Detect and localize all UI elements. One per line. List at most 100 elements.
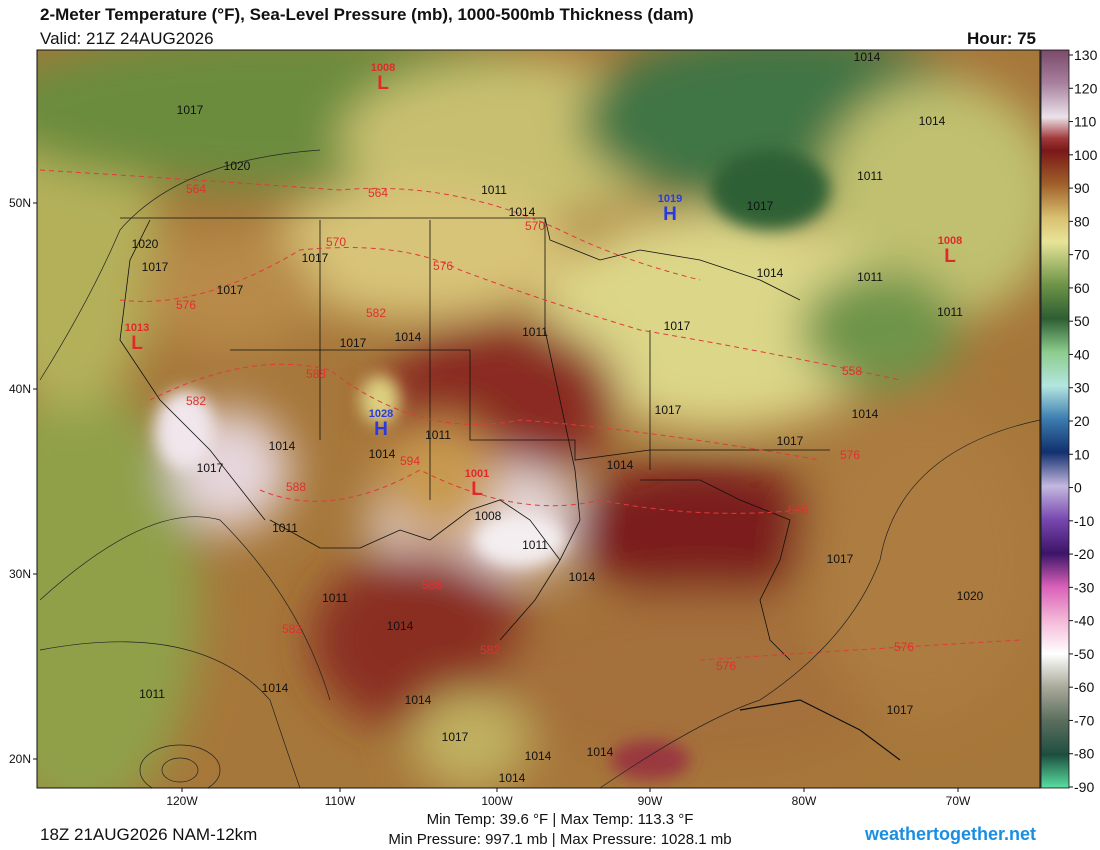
low-symbol: L xyxy=(944,246,956,267)
colorbar-label: -60 xyxy=(1074,679,1094,695)
low-symbol: L xyxy=(471,479,483,500)
map-frame xyxy=(36,49,1041,789)
colorbar-label: 10 xyxy=(1074,446,1090,462)
model-run: 18Z 21AUG2026 NAM-12km xyxy=(40,825,257,844)
isobar-label: 1014 xyxy=(395,330,422,344)
lon-label: 120W xyxy=(166,794,198,808)
isobar-label: 1017 xyxy=(664,319,691,333)
map-field xyxy=(37,50,1040,788)
valid-time: Valid: 21Z 24AUG2026 xyxy=(40,29,214,48)
isobar-label: 1014 xyxy=(569,570,596,584)
isobar-label: 1011 xyxy=(522,325,548,339)
isobar-label: 1014 xyxy=(262,681,289,695)
colorbar-label: -70 xyxy=(1074,712,1094,728)
isobar-label: 1011 xyxy=(425,428,451,442)
isobar-label: 1017 xyxy=(302,251,329,265)
isobar-label: 1011 xyxy=(937,305,963,319)
low-symbol: L xyxy=(377,73,389,94)
low-pressure: 1008 xyxy=(938,235,962,247)
colorbar-label: -40 xyxy=(1074,613,1094,629)
isobar-label: 1014 xyxy=(369,447,396,461)
colorbar-ticks: 1301201101009080706050403020100-10-20-30… xyxy=(1069,47,1098,795)
lat-label: 30N xyxy=(9,567,31,581)
title: 2-Meter Temperature (°F), Sea-Level Pres… xyxy=(40,5,694,24)
thickness-label: 588 xyxy=(422,578,442,592)
thickness-label: 564 xyxy=(186,182,206,196)
isobar-label: 1014 xyxy=(757,266,784,280)
isobar-label: 1011 xyxy=(481,183,507,197)
lat-label: 50N xyxy=(9,196,31,210)
isobar-label: 1020 xyxy=(957,589,984,603)
high-pressure: 1028 xyxy=(369,408,393,420)
isobar-label: 1017 xyxy=(340,336,367,350)
high-symbol: H xyxy=(374,419,388,440)
colorbar-label: 120 xyxy=(1074,80,1098,96)
isobar-label: 1011 xyxy=(857,169,883,183)
isobar-label: 1011 xyxy=(857,270,883,284)
isobar-label: 1014 xyxy=(587,745,614,759)
isobar-label: 1014 xyxy=(387,619,414,633)
colorbar-label: -90 xyxy=(1074,779,1094,795)
colorbar-label: 110 xyxy=(1074,114,1097,130)
lat-label: 40N xyxy=(9,382,31,396)
thickness-label: 564 xyxy=(368,186,388,200)
lon-label: 80W xyxy=(792,794,817,808)
lon-label: 100W xyxy=(481,794,513,808)
isobar-label: 1017 xyxy=(442,730,469,744)
thickness-label: 588 xyxy=(286,480,306,494)
isobar-label: 1020 xyxy=(132,237,159,251)
colorbar-label: 130 xyxy=(1074,47,1098,63)
borders xyxy=(119,217,901,761)
isobar-label: 1017 xyxy=(177,103,204,117)
thickness-label: 558 xyxy=(842,364,862,378)
pressure-stats: Min Pressure: 997.1 mb | Max Pressure: 1… xyxy=(388,831,731,848)
thickness-label: 576 xyxy=(894,640,914,654)
isobar-label: 1014 xyxy=(607,458,634,472)
isobar-label: 1011 xyxy=(522,538,548,552)
thickness-contours xyxy=(39,169,1021,661)
isobar-label: 1017 xyxy=(655,403,682,417)
colorbar-label: -50 xyxy=(1074,646,1094,662)
thickness-label: 582 xyxy=(480,643,500,657)
colorbar-label: 60 xyxy=(1074,280,1090,296)
thickness-label: 570 xyxy=(525,219,545,233)
thickness-label: 576 xyxy=(176,298,196,312)
isobar-label: 1017 xyxy=(217,283,244,297)
thickness-label: 576 xyxy=(788,503,808,517)
low-pressure: 1001 xyxy=(465,468,489,480)
hot-spots xyxy=(155,150,830,780)
forecast-hour: Hour: 75 xyxy=(967,29,1036,48)
colorbar-label: 50 xyxy=(1074,313,1090,329)
isobars xyxy=(39,149,1040,788)
high-symbol: H xyxy=(663,204,677,225)
isobar-label: 1014 xyxy=(499,771,526,785)
map-labels: 50N 40N 30N 20N 120W 110W 100W 90W 80W 70W 1017 102… xyxy=(9,50,984,808)
isobar-label: 1011 xyxy=(272,521,298,535)
thickness-label: 582 xyxy=(282,622,302,636)
thickness-label: 576 xyxy=(716,659,736,673)
isobar-label: 1014 xyxy=(854,50,881,64)
isobar-label: 1017 xyxy=(887,703,914,717)
colorbar-label: -80 xyxy=(1074,746,1094,762)
isobar-label: 1014 xyxy=(852,407,879,421)
high-pressure: 1019 xyxy=(658,193,682,205)
colorbar-label: 80 xyxy=(1074,213,1090,229)
isobar-label: 1014 xyxy=(509,205,536,219)
isobar-label: 1008 xyxy=(475,509,502,523)
isobar-label: 1017 xyxy=(747,199,774,213)
thickness-label: 582 xyxy=(366,306,386,320)
colorbar-label: 70 xyxy=(1074,247,1090,263)
isobar-label: 1017 xyxy=(142,260,169,274)
colorbar-label: 30 xyxy=(1074,380,1090,396)
thickness-label: 588 xyxy=(306,367,326,381)
colorbar-label: 40 xyxy=(1074,346,1090,362)
colorbar-label: -20 xyxy=(1074,546,1094,562)
isobar-label: 1011 xyxy=(139,687,165,701)
colorbar-label: -30 xyxy=(1074,579,1094,595)
low-symbol: L xyxy=(131,333,143,354)
colorbar-label: 90 xyxy=(1074,180,1090,196)
thickness-label: 582 xyxy=(186,394,206,408)
lon-label: 70W xyxy=(946,794,971,808)
